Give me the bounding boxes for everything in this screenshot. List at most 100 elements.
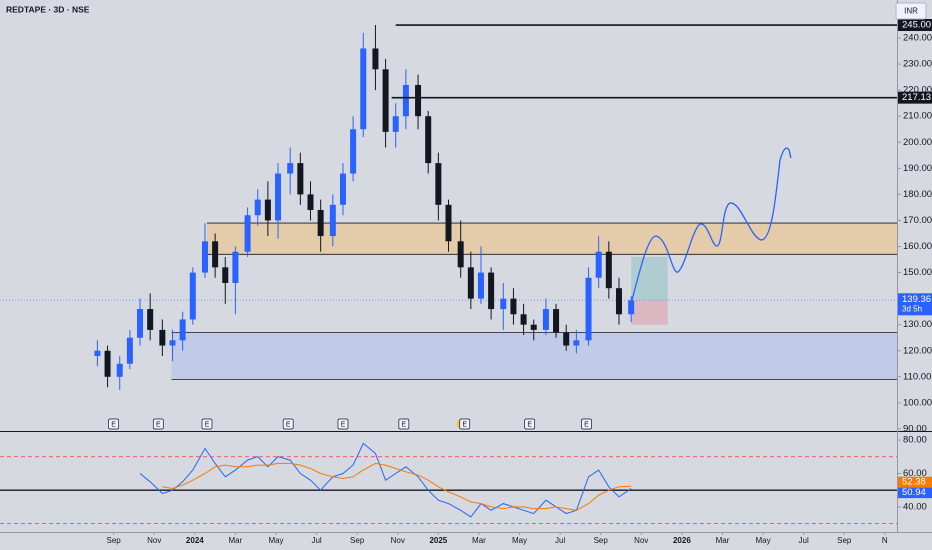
candle-body <box>402 84 409 117</box>
earnings-label: E <box>527 421 532 428</box>
x-tick-label: Jul <box>555 536 565 545</box>
x-tick-label: N <box>882 536 888 545</box>
earnings-label: E <box>286 421 291 428</box>
x-tick-label: Mar <box>229 536 243 545</box>
x-tick-label: Nov <box>147 536 161 545</box>
earnings-label: E <box>156 421 161 428</box>
candle-body <box>137 309 144 338</box>
candle-body <box>222 267 229 283</box>
candle-body <box>339 173 346 205</box>
y-tick-label: 230.00 <box>903 59 932 70</box>
x-tick-label: May <box>268 536 283 545</box>
x-tick-label: Sep <box>350 536 365 545</box>
earnings-label: E <box>402 421 407 428</box>
x-tick-label: May <box>512 536 527 545</box>
price-tag <box>898 293 932 316</box>
currency-box[interactable] <box>895 2 927 20</box>
y-tick-label: 90.00 <box>903 423 927 434</box>
candle-body <box>159 329 166 346</box>
earnings-marker <box>459 418 471 430</box>
y-tick-label: 40.00 <box>903 501 927 512</box>
currency-label[interactable]: INR <box>904 7 918 16</box>
candle-body <box>563 332 570 346</box>
candle-body <box>116 363 123 377</box>
level-tag-label: 245.00 <box>902 20 931 31</box>
rsi-line <box>162 462 632 511</box>
zone <box>207 223 897 255</box>
candle-body <box>94 350 101 356</box>
level-tag-label: 217.13 <box>902 92 931 103</box>
earnings-label: E <box>584 421 589 428</box>
x-tick-label: 2025 <box>429 536 447 545</box>
candle-body <box>307 194 314 211</box>
y-tick-label: 190.00 <box>903 163 932 174</box>
earnings-marker <box>524 418 536 430</box>
y-tick-label: 80.00 <box>903 435 927 446</box>
candle-body <box>212 241 219 268</box>
earnings-label: E <box>462 421 467 428</box>
y-tick-label: 170.00 <box>903 215 932 226</box>
y-tick-label: 60.00 <box>903 468 927 479</box>
x-tick-label: Nov <box>634 536 648 545</box>
candle-body <box>585 277 592 341</box>
candle-body <box>425 116 432 164</box>
candle-body <box>500 298 507 310</box>
level-tag <box>898 91 932 104</box>
candle-body <box>520 314 527 325</box>
candle-body <box>232 251 239 283</box>
candle-body <box>435 163 442 205</box>
y-tick-label: 100.00 <box>903 397 932 408</box>
candle-body <box>169 340 176 346</box>
candle-body <box>360 48 367 130</box>
candle-body <box>104 350 111 377</box>
x-tick-label: Mar <box>716 536 730 545</box>
y-tick-label: 110.00 <box>903 371 931 382</box>
candle-body <box>244 215 251 252</box>
earnings-marker <box>201 418 213 430</box>
x-tick-label: 2024 <box>186 536 204 545</box>
candle-body <box>382 69 389 132</box>
candle-body <box>201 241 208 273</box>
candle-body <box>488 272 495 310</box>
candle-body <box>264 199 271 221</box>
y-tick-label: 240.00 <box>903 33 932 44</box>
candle-body <box>477 272 484 299</box>
earnings-marker <box>282 418 294 430</box>
candle-body <box>457 241 464 268</box>
x-tick-label: 2026 <box>673 536 691 545</box>
x-tick-label: Sep <box>594 536 609 545</box>
level-tag <box>898 19 932 32</box>
x-tick-label: Jul <box>799 536 809 545</box>
candle-body <box>542 309 549 330</box>
earnings-marker <box>337 418 349 430</box>
candle-body <box>510 298 517 315</box>
candle-body <box>317 210 324 237</box>
y-tick-label: 220.00 <box>903 85 932 96</box>
earnings-marker <box>581 418 592 430</box>
candle-body <box>275 173 282 221</box>
y-tick-label: 120.00 <box>903 345 932 356</box>
rsi-tag <box>898 476 932 488</box>
rsi-tag-label: 50.94 <box>902 487 926 498</box>
y-tick-label: 210.00 <box>903 111 932 122</box>
candle-body <box>467 267 474 299</box>
position-stop <box>631 300 668 325</box>
rsi-line <box>139 442 632 518</box>
candle-body <box>530 324 537 330</box>
y-tick-label: 160.00 <box>903 241 932 252</box>
candle-body <box>605 251 612 289</box>
candle-body <box>573 340 580 346</box>
rsi-tag <box>898 487 932 499</box>
candle-body <box>628 300 635 315</box>
position-target <box>631 256 668 301</box>
y-tick-label: 180.00 <box>903 189 932 200</box>
candle-body <box>392 116 399 132</box>
candle-body <box>189 272 196 320</box>
earnings-label: E <box>111 421 116 428</box>
price-tag-label: 139.36 <box>902 294 931 305</box>
candle-body <box>372 48 379 70</box>
x-tick-label: Mar <box>472 536 486 545</box>
x-tick-label: Nov <box>391 536 405 545</box>
